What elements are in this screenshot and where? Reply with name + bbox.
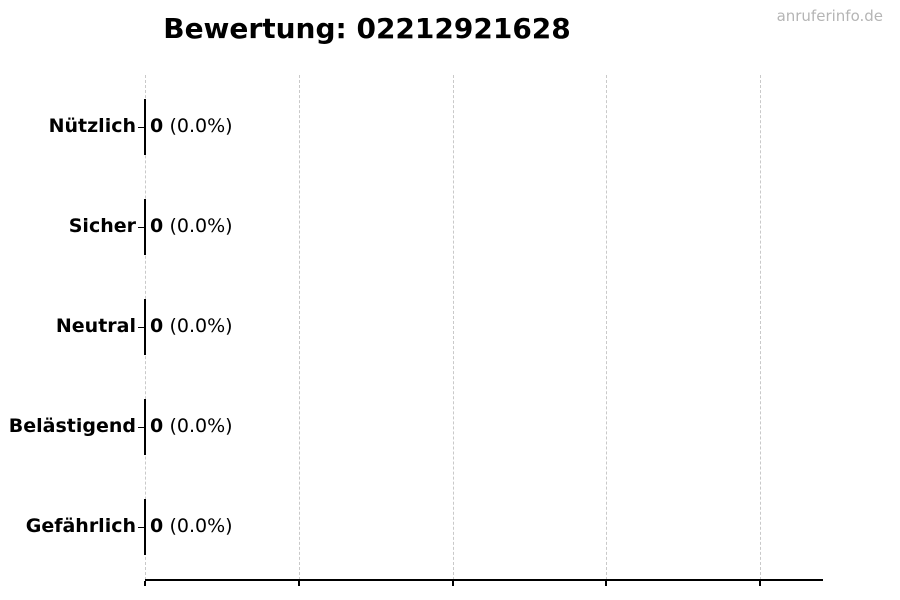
bar-percent: (0.0%): [169, 215, 233, 238]
y-tick: [138, 427, 145, 428]
y-tick: [138, 527, 145, 528]
bar-value-annotation: 0 (0.0%): [150, 315, 233, 337]
bar-count: 0: [150, 215, 164, 238]
bar-value-annotation: 0 (0.0%): [150, 515, 233, 537]
bar-percent: (0.0%): [169, 315, 233, 338]
x-tick: [144, 581, 146, 586]
x-tick: [759, 581, 761, 586]
x-tick: [452, 581, 454, 586]
category-label: Gefährlich: [25, 515, 136, 538]
category-label: Sicher: [68, 215, 136, 238]
bar-count: 0: [150, 115, 164, 138]
bar-count: 0: [150, 415, 164, 438]
y-tick: [138, 227, 145, 228]
gridline: [760, 75, 761, 580]
bar-count: 0: [150, 315, 164, 338]
bar-zero-width: [144, 499, 146, 555]
bar-zero-width: [144, 399, 146, 455]
chart-title: Bewertung: 02212921628: [163, 12, 571, 45]
bar-count: 0: [150, 515, 164, 538]
x-tick: [605, 581, 607, 586]
gridline: [606, 75, 607, 580]
bar-value-annotation: 0 (0.0%): [150, 115, 233, 137]
x-tick: [298, 581, 300, 586]
category-label: Nützlich: [48, 115, 136, 138]
bar-percent: (0.0%): [169, 515, 233, 538]
y-tick: [138, 127, 145, 128]
gridline: [299, 75, 300, 580]
category-label: Neutral: [55, 315, 136, 338]
x-axis-line: [145, 579, 823, 581]
bar-zero-width: [144, 199, 146, 255]
bar-zero-width: [144, 299, 146, 355]
watermark-text: anruferinfo.de: [776, 7, 883, 25]
y-tick: [138, 327, 145, 328]
bar-value-annotation: 0 (0.0%): [150, 215, 233, 237]
bar-percent: (0.0%): [169, 115, 233, 138]
bar-percent: (0.0%): [169, 415, 233, 438]
bar-value-annotation: 0 (0.0%): [150, 415, 233, 437]
gridline: [453, 75, 454, 580]
bar-zero-width: [144, 99, 146, 155]
category-label: Belästigend: [8, 415, 136, 438]
